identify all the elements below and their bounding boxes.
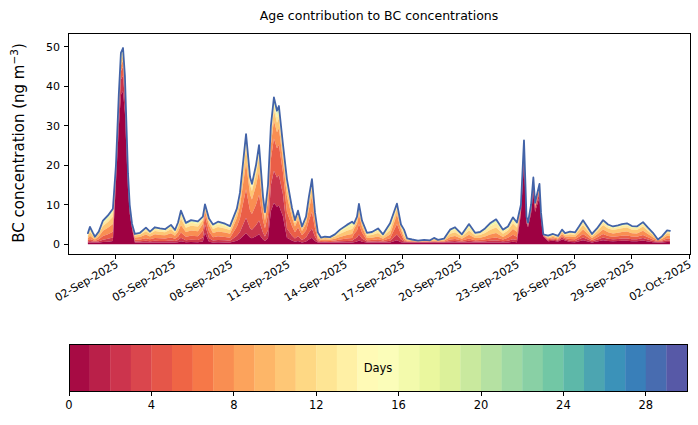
age-band-5 xyxy=(88,52,670,241)
x-tick-label: 29-Sep-2025 xyxy=(569,258,637,305)
colorbar-segment xyxy=(151,344,172,391)
colorbar-segment xyxy=(110,344,131,391)
colorbar-segment xyxy=(172,344,193,391)
colorbar-segment xyxy=(605,344,626,391)
age-band-1 xyxy=(88,75,670,242)
colorbar-label: Days xyxy=(364,361,393,375)
colorbar-segment xyxy=(440,344,461,391)
x-tick-label: 17-Sep-2025 xyxy=(339,258,407,305)
y-tick-label: 0 xyxy=(53,238,60,251)
colorbar-segment xyxy=(666,344,687,391)
x-tick-label: 11-Sep-2025 xyxy=(225,258,293,305)
plot-area xyxy=(88,48,670,244)
total-line xyxy=(88,48,670,241)
chart-title: Age contribution to BC concentrations xyxy=(260,8,499,23)
colorbar-segment xyxy=(275,344,296,391)
y-tick-label: 50 xyxy=(46,41,60,54)
colorbar-segment xyxy=(69,344,90,391)
colorbar-segment xyxy=(234,344,255,391)
age-band-6 xyxy=(88,50,670,241)
x-tick-label: 02-Oct-2025 xyxy=(627,258,693,304)
x-tick-label: 23-Sep-2025 xyxy=(454,258,522,305)
y-tick-label: 20 xyxy=(46,159,60,172)
colorbar-segment xyxy=(213,344,234,391)
x-tick-label: 05-Sep-2025 xyxy=(110,258,178,305)
colorbar-tick-label: 0 xyxy=(65,398,72,412)
colorbar-segment xyxy=(646,344,667,391)
colorbar-segment xyxy=(419,344,440,391)
y-axis-label-sup: −3 xyxy=(8,49,20,64)
colorbar-segment xyxy=(584,344,605,391)
age-band-2 xyxy=(88,67,670,243)
x-tick-label: 26-Sep-2025 xyxy=(511,258,579,305)
colorbar-tick-label: 12 xyxy=(309,398,324,412)
colorbar-segment xyxy=(399,344,420,391)
colorbar-tick-label: 20 xyxy=(474,398,489,412)
age-band-3 xyxy=(88,61,670,242)
colorbar-segment xyxy=(502,344,523,391)
colorbar-segment xyxy=(337,344,358,391)
age-band-4 xyxy=(88,56,670,242)
y-axis-label-post: ) xyxy=(10,43,28,49)
colorbar-segment xyxy=(543,344,564,391)
y-tick-label: 30 xyxy=(46,120,60,133)
colorbar-segment xyxy=(131,344,152,391)
age-band-7 xyxy=(88,49,670,241)
bc-age-contribution-chart: Age contribution to BC concentrations BC… xyxy=(0,0,698,425)
colorbar-segment xyxy=(90,344,111,391)
axes: 0 10 20 30 40 50 02-Sep-202505-Sep-202508-Sep-… xyxy=(46,33,694,304)
axes-frame xyxy=(68,33,690,255)
x-tick-label: 20-Sep-2025 xyxy=(397,258,465,305)
colorbar-segment xyxy=(296,344,317,391)
x-tick-label: 08-Sep-2025 xyxy=(167,258,235,305)
colorbar-segment xyxy=(625,344,646,391)
colorbar-tick-label: 28 xyxy=(638,398,653,412)
y-tick-label: 10 xyxy=(46,199,60,212)
colorbar: 0 4 8 12 16 20 24 28 xyxy=(65,344,687,412)
colorbar-tick-label: 16 xyxy=(391,398,406,412)
colorbar-tick-label: 24 xyxy=(556,398,571,412)
colorbar-segment xyxy=(316,344,337,391)
colorbar-segment xyxy=(254,344,275,391)
colorbar-segment xyxy=(193,344,214,391)
y-axis-label: BC concentration (ng m−3) xyxy=(8,43,28,243)
colorbar-tick-label: 4 xyxy=(148,398,155,412)
colorbar-segment xyxy=(481,344,502,391)
x-tick-label: 02-Sep-2025 xyxy=(53,258,121,305)
colorbar-tick-label: 8 xyxy=(230,398,237,412)
x-tick-label: 14-Sep-2025 xyxy=(282,258,350,305)
colorbar-segment xyxy=(460,344,481,391)
y-axis-label-pre: BC concentration (ng m xyxy=(10,65,28,243)
colorbar-segment xyxy=(522,344,543,391)
figure-canvas: Age contribution to BC concentrations BC… xyxy=(0,0,698,425)
colorbar-segment xyxy=(563,344,584,391)
y-tick-label: 40 xyxy=(46,80,60,93)
